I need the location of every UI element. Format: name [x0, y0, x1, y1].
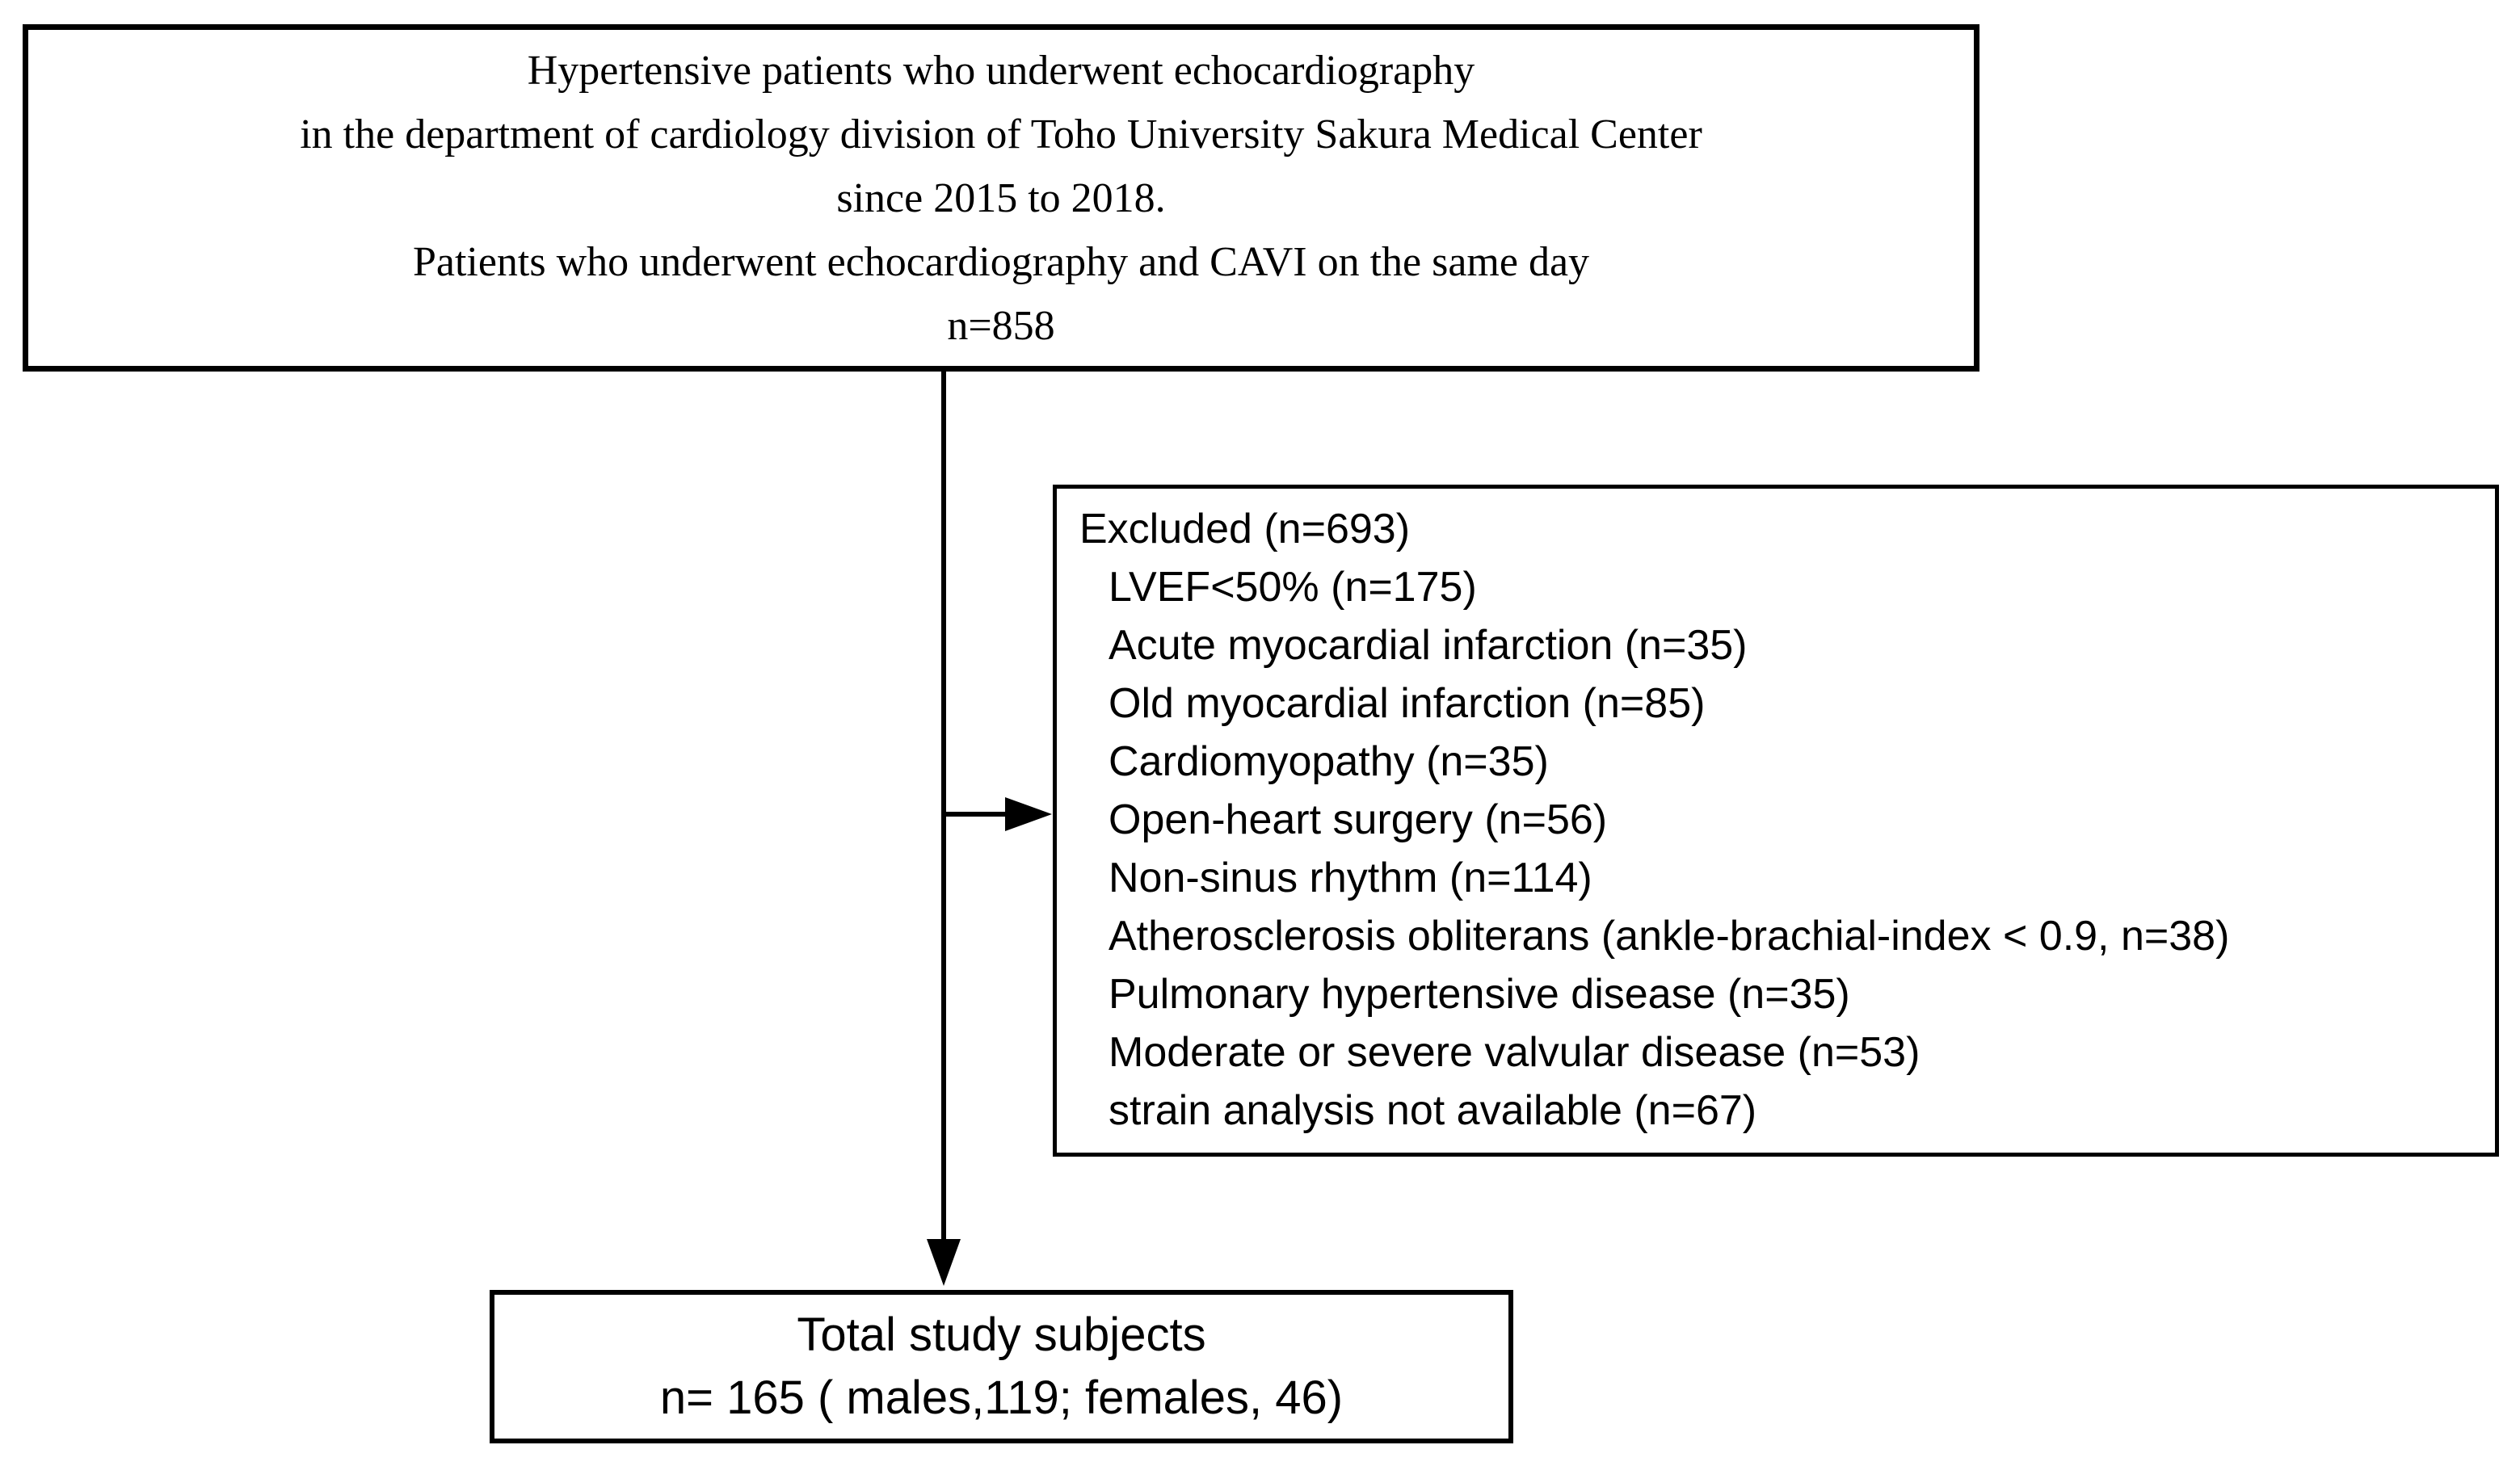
excluded-item: Cardiomyopathy (n=35)	[1109, 738, 1549, 785]
total-subjects-count: n= 165 ( males,119; females, 46)	[659, 1371, 1344, 1424]
excluded-box: Excluded (n=693) LVEF<50% (n=175) Acute …	[1053, 485, 2499, 1157]
total-subjects-box: Total study subjects n= 165 ( males,119;…	[490, 1290, 1513, 1443]
excluded-item: Open-heart surgery (n=56)	[1109, 796, 1608, 843]
excluded-item: LVEF<50% (n=175)	[1109, 564, 1477, 611]
total-subjects-title: Total study subjects	[797, 1308, 1206, 1361]
source-population-count: n=858	[947, 302, 1055, 349]
down-arrowhead-icon	[927, 1239, 961, 1286]
right-arrowhead-icon	[1005, 797, 1052, 831]
excluded-title: Excluded (n=693)	[1079, 506, 1411, 552]
excluded-item: Atherosclerosis obliterans (ankle-brachi…	[1109, 913, 2230, 960]
excluded-item: Non-sinus rhythm (n=114)	[1109, 855, 1592, 901]
source-population-line: in the department of cardiology division…	[300, 111, 1702, 158]
source-population-line: since 2015 to 2018.	[836, 174, 1166, 221]
source-population-line: Hypertensive patients who underwent echo…	[527, 47, 1475, 94]
excluded-item: Moderate or severe valvular disease (n=5…	[1109, 1029, 1921, 1076]
source-population-line: Patients who underwent echocardiography …	[412, 238, 1590, 285]
excluded-item: strain analysis not available (n=67)	[1109, 1087, 1757, 1134]
excluded-item: Pulmonary hypertensive disease (n=35)	[1109, 971, 1850, 1018]
source-population-box: Hypertensive patients who underwent echo…	[23, 24, 1979, 372]
excluded-item: Old myocardial infarction (n=85)	[1109, 680, 1706, 727]
excluded-item: Acute myocardial infarction (n=35)	[1109, 622, 1748, 669]
